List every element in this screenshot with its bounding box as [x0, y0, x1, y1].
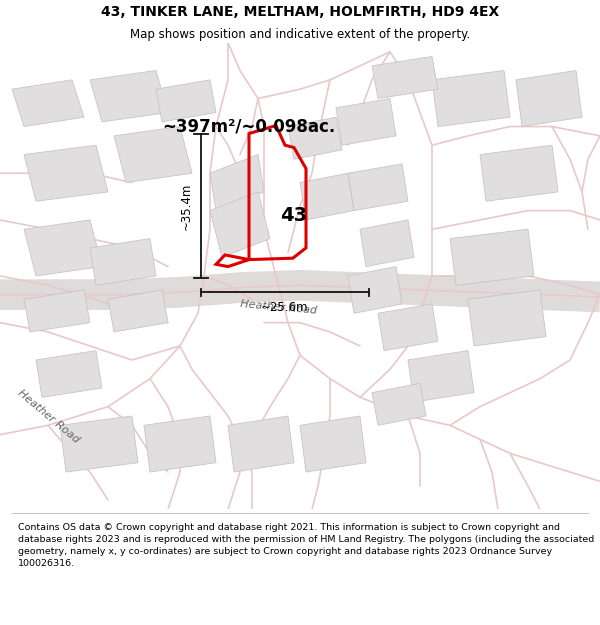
Polygon shape	[372, 56, 438, 99]
Text: Heather Road: Heather Road	[240, 299, 318, 316]
Polygon shape	[90, 71, 168, 122]
Polygon shape	[156, 80, 216, 122]
Polygon shape	[90, 239, 156, 285]
Polygon shape	[36, 351, 102, 398]
Polygon shape	[372, 383, 426, 426]
Polygon shape	[144, 416, 216, 472]
Polygon shape	[348, 267, 402, 313]
Polygon shape	[360, 220, 414, 267]
Polygon shape	[300, 173, 354, 220]
Text: Map shows position and indicative extent of the property.: Map shows position and indicative extent…	[130, 28, 470, 41]
Polygon shape	[480, 145, 558, 201]
Polygon shape	[468, 290, 546, 346]
Polygon shape	[516, 71, 582, 126]
Polygon shape	[450, 229, 534, 285]
Polygon shape	[12, 80, 84, 126]
Polygon shape	[108, 290, 168, 332]
Text: ~397m²/~0.098ac.: ~397m²/~0.098ac.	[162, 118, 335, 136]
Polygon shape	[336, 99, 396, 145]
Text: Contains OS data © Crown copyright and database right 2021. This information is : Contains OS data © Crown copyright and d…	[18, 523, 594, 568]
Text: Heather Road: Heather Road	[15, 388, 81, 444]
Polygon shape	[300, 416, 366, 472]
Polygon shape	[378, 304, 438, 351]
Polygon shape	[228, 416, 294, 472]
Polygon shape	[288, 118, 342, 159]
Text: ~35.4m: ~35.4m	[179, 182, 193, 229]
Text: 43: 43	[280, 206, 308, 225]
Polygon shape	[60, 416, 138, 472]
Polygon shape	[24, 145, 108, 201]
Polygon shape	[432, 71, 510, 126]
Polygon shape	[24, 290, 90, 332]
Polygon shape	[408, 351, 474, 402]
Polygon shape	[24, 220, 102, 276]
Polygon shape	[210, 192, 270, 258]
Polygon shape	[114, 126, 192, 182]
Polygon shape	[348, 164, 408, 211]
Polygon shape	[210, 154, 264, 211]
Text: ~25.6m: ~25.6m	[261, 301, 309, 314]
Text: 43, TINKER LANE, MELTHAM, HOLMFIRTH, HD9 4EX: 43, TINKER LANE, MELTHAM, HOLMFIRTH, HD9…	[101, 5, 499, 19]
